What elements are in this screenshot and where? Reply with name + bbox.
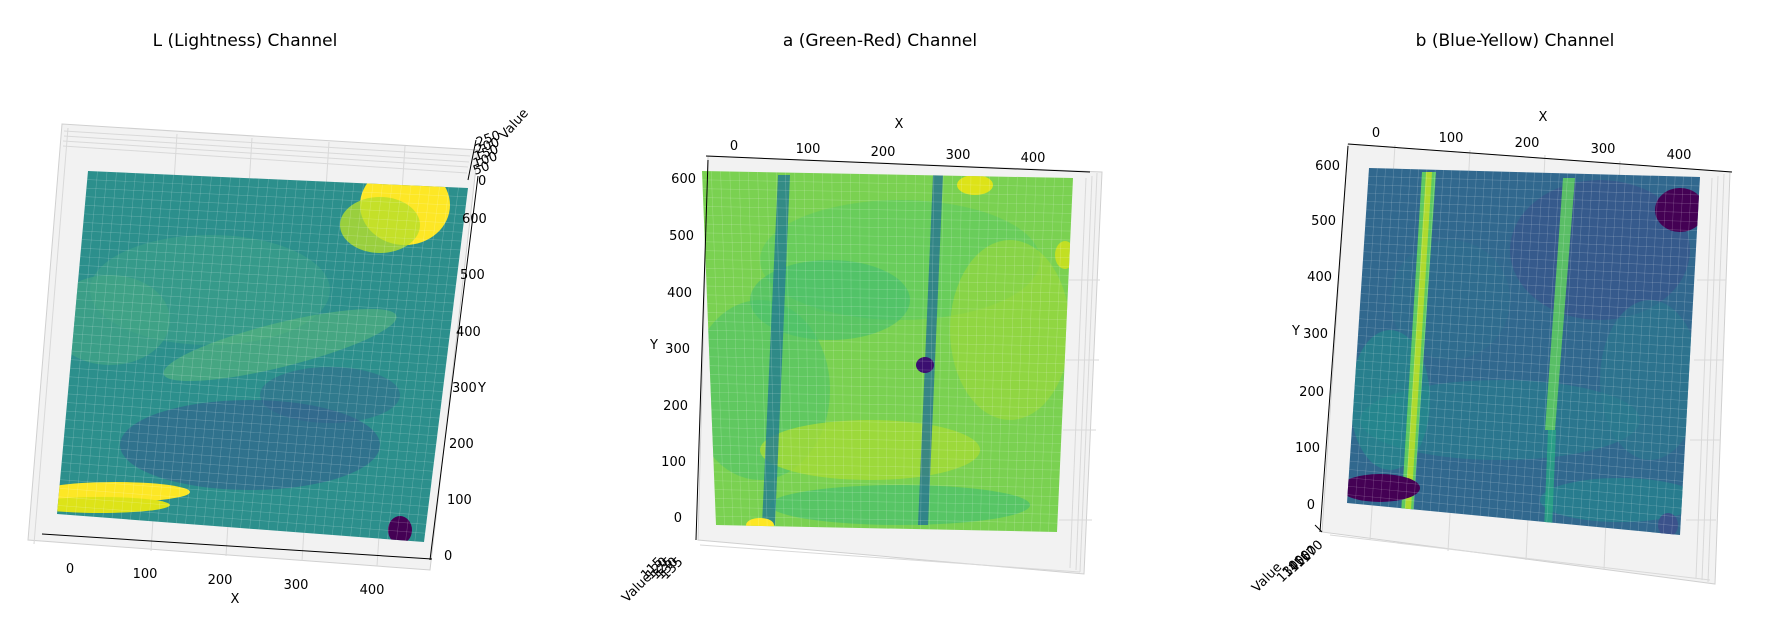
x-tick-label: 0	[730, 139, 738, 154]
x-tick-label: 200	[208, 573, 233, 588]
panel-a-channel: a (Green-Red) Channel	[619, 31, 1102, 606]
x-tick-label: 200	[1515, 136, 1540, 151]
x-axis-label: X	[895, 117, 904, 132]
x-axis-label: X	[1539, 110, 1548, 125]
y-tick-label: 300	[665, 342, 690, 357]
y-tick-label: 100	[447, 493, 472, 508]
surface-region	[950, 240, 1070, 420]
y-tick-label: 100	[1295, 441, 1320, 456]
y-tick-label: 300	[1303, 327, 1328, 342]
surface	[1340, 168, 1705, 537]
x-tick-label: 400	[360, 583, 385, 598]
chart-title: L (Lightness) Channel	[153, 31, 338, 51]
y-tick-label: 600	[671, 172, 696, 187]
x-tick-label: 400	[1021, 151, 1046, 166]
surface	[690, 171, 1075, 532]
x-tick-label: 400	[1667, 148, 1692, 163]
x-tick-label: 300	[284, 578, 309, 593]
surface	[30, 165, 468, 544]
x-tick-label: 100	[1439, 131, 1464, 146]
y-tick-label: 0	[1307, 498, 1315, 513]
y-tick-label: 600	[462, 212, 487, 227]
y-axis-label: Y	[649, 338, 658, 353]
y-tick-label: 400	[667, 286, 692, 301]
x-tick-label: 200	[871, 145, 896, 160]
panel-l-channel: L (Lightness) Channel	[28, 31, 532, 607]
y-tick-label: 200	[1299, 385, 1324, 400]
y-tick-label: 200	[449, 437, 474, 452]
z-axis-label: Value	[619, 570, 655, 606]
x-tick-label: 100	[133, 567, 158, 582]
y-tick-label: 600	[1315, 159, 1340, 174]
y-tick-label: 100	[661, 455, 686, 470]
chart-title: a (Green-Red) Channel	[783, 31, 977, 51]
y-tick-label: 400	[456, 325, 481, 340]
y-tick-label: 500	[669, 229, 694, 244]
y-tick-label: 0	[674, 511, 682, 526]
z-axis-line	[1315, 525, 1322, 532]
y-tick-label: 300	[452, 381, 477, 396]
x-tick-label: 0	[66, 562, 74, 577]
x-tick-label: 300	[1591, 142, 1616, 157]
x-axis-label: X	[231, 592, 240, 607]
z-tick-labels: 130 140 150 160 170	[1274, 538, 1326, 586]
y-axis-label: Y	[477, 381, 486, 396]
x-tick-label: 100	[796, 142, 821, 157]
y-tick-label: 400	[1307, 270, 1332, 285]
y-tick-labels: 0 100 200 300 400 500 600	[661, 172, 696, 526]
y-tick-label: 500	[1311, 214, 1336, 229]
y-tick-label: 0	[444, 549, 452, 564]
y-axis-label: Y	[1291, 324, 1300, 339]
x-tick-labels: 0 100 200 300 400	[66, 562, 385, 598]
panel-b-channel: b (Blue-Yellow) Channel	[1249, 31, 1732, 596]
y-tick-label: 200	[663, 399, 688, 414]
x-tick-label: 0	[1372, 126, 1380, 141]
z-tick-labels: 0 50 100 150 200 250	[471, 128, 502, 189]
y-tick-label: 500	[460, 268, 485, 283]
z-axis-label: Value	[497, 106, 532, 143]
x-tick-label: 300	[946, 148, 971, 163]
chart-title: b (Blue-Yellow) Channel	[1416, 31, 1615, 51]
